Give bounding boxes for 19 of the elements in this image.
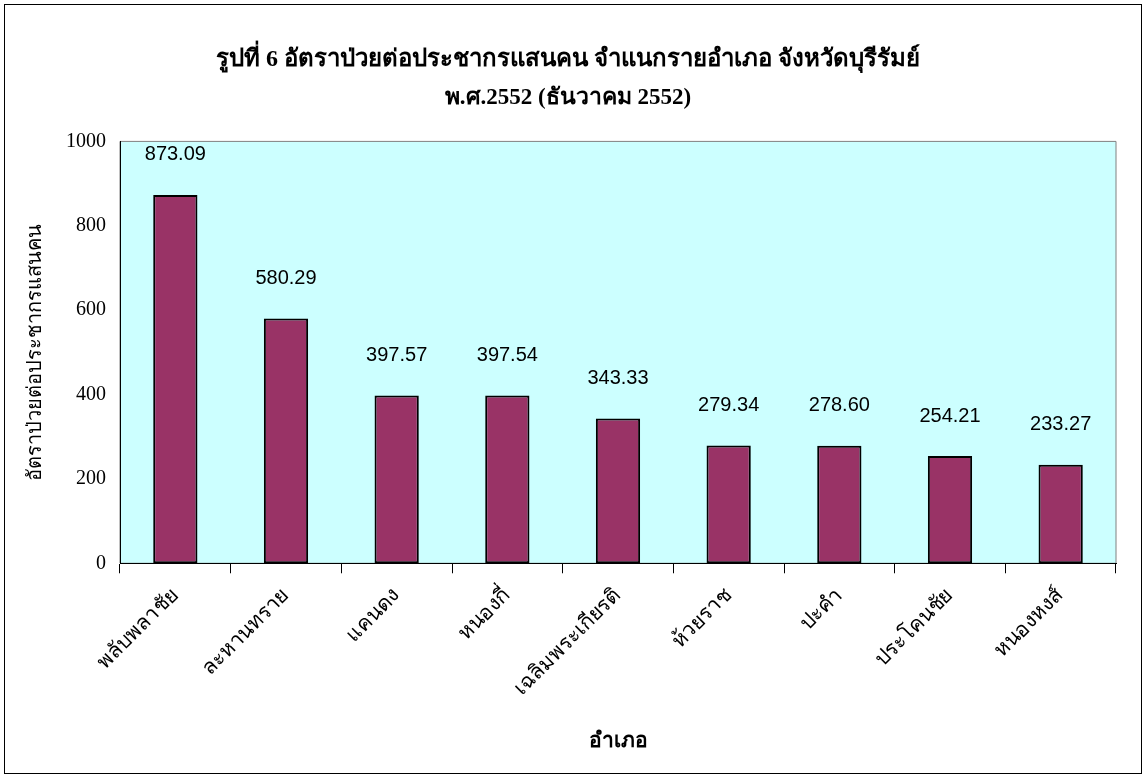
chart-subtitle: พ.ศ.2552 (ธันวาคม 2552) bbox=[444, 83, 692, 109]
data-label: 233.27 bbox=[1030, 412, 1092, 435]
data-label: 343.33 bbox=[587, 365, 649, 388]
y-tick-label: 200 bbox=[76, 466, 106, 489]
y-tick-label: 600 bbox=[76, 297, 106, 320]
data-label: 873.09 bbox=[144, 142, 206, 165]
data-label: 279.34 bbox=[698, 392, 760, 415]
chart-title: รูปที่ 6 อัตราป่วยต่อประชากรแสนคน จำแนกรายอำเภอ จังหวัดบุรีรัมย์ bbox=[216, 39, 920, 74]
x-axis-title: อำเภอ bbox=[588, 727, 648, 752]
data-label: 397.57 bbox=[366, 343, 428, 366]
data-label: 254.21 bbox=[919, 403, 981, 426]
data-label: 278.60 bbox=[808, 393, 870, 416]
y-tick-label: 800 bbox=[76, 213, 106, 236]
y-tick-label: 1000 bbox=[66, 128, 106, 151]
y-tick-label: 0 bbox=[96, 550, 106, 573]
y-tick-label: 400 bbox=[76, 381, 106, 404]
data-label: 580.29 bbox=[255, 265, 317, 288]
data-label: 397.54 bbox=[476, 343, 538, 366]
y-axis-title: อัตราป่วยต่อประชากรแสนคน bbox=[23, 223, 46, 481]
